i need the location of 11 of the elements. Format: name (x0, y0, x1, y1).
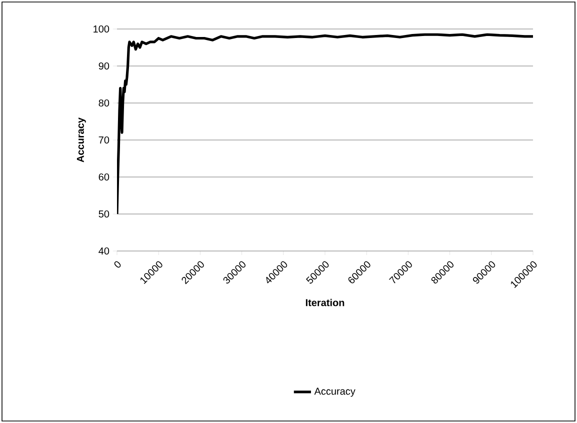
y-axis-title: Accuracy (76, 118, 86, 162)
x-axis-title: Iteration (306, 298, 344, 306)
y-tick-label: 90 (98, 62, 110, 70)
y-tick-label: 60 (98, 173, 110, 181)
legend-label: Accuracy (314, 388, 356, 397)
y-tick-label: 80 (98, 99, 110, 107)
y-tick-label: 100 (94, 25, 110, 33)
y-tick-label: 50 (98, 210, 110, 218)
y-tick-label: 40 (98, 247, 110, 255)
y-tick-label: 70 (98, 136, 110, 144)
x-tick-label: 0 (114, 261, 121, 268)
